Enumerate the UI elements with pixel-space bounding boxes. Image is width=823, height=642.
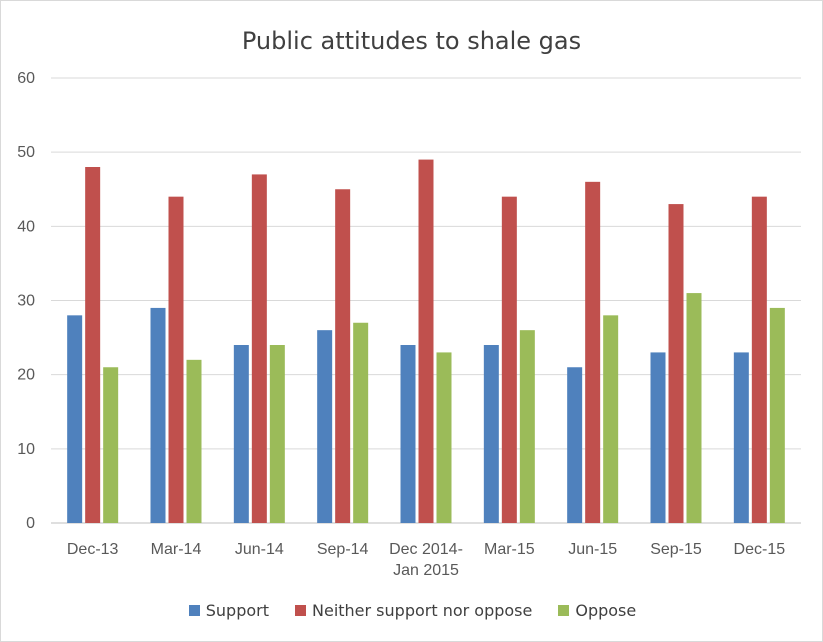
bar-support	[233, 345, 249, 523]
bar-support	[483, 345, 499, 523]
y-tick-label: 10	[17, 441, 35, 458]
x-tick-label: Mar-14	[151, 541, 202, 558]
legend-label: Neither support nor oppose	[312, 601, 533, 620]
legend-swatch	[558, 605, 570, 616]
y-tick-label: 50	[17, 144, 35, 161]
legend-label: Oppose	[575, 601, 637, 620]
x-tick-label: Dec-13	[67, 541, 119, 558]
chart-title: Public attitudes to shale gas	[241, 27, 582, 55]
bar-oppose	[686, 293, 702, 523]
bar-support	[400, 345, 416, 523]
bar-oppose	[186, 359, 202, 523]
legend-item: Neither support nor oppose	[295, 601, 532, 620]
legend-item: Support	[188, 601, 269, 620]
x-tick-label: Dec 2014-Jan 2015	[389, 541, 463, 579]
legend-swatch	[188, 605, 200, 616]
bar-neither-support-nor-oppose	[418, 159, 434, 524]
legend-label: Support	[205, 601, 269, 620]
bar-support	[567, 367, 583, 523]
y-tick-label: 60	[17, 70, 35, 87]
chart-legend: Support Neither support nor oppose Oppose	[1, 601, 823, 620]
bar-neither-support-nor-oppose	[585, 181, 601, 524]
bar-neither-support-nor-oppose	[251, 174, 267, 523]
bar-neither-support-nor-oppose	[85, 167, 101, 523]
bar-oppose	[603, 315, 619, 523]
x-tick-label: Jun-15	[568, 541, 617, 558]
bar-support	[67, 315, 83, 523]
x-tick-label: Mar-15	[484, 541, 535, 558]
y-tick-label: 30	[17, 293, 35, 310]
x-tick-label: Jun-14	[235, 541, 284, 558]
bar-oppose	[269, 345, 285, 523]
bar-oppose	[436, 352, 452, 523]
x-tick-label: Sep-15	[650, 541, 702, 558]
bar-support	[733, 352, 749, 523]
bar-neither-support-nor-oppose	[501, 196, 517, 523]
x-tick-label: Sep-14	[317, 541, 369, 558]
y-tick-label: 40	[17, 218, 35, 235]
y-tick-label: 20	[17, 367, 35, 384]
bar-neither-support-nor-oppose	[335, 189, 351, 523]
bar-support	[150, 307, 166, 523]
bar-oppose	[103, 367, 119, 523]
bar-neither-support-nor-oppose	[751, 196, 767, 523]
bar-oppose	[769, 307, 785, 523]
bar-oppose	[353, 322, 369, 523]
y-tick-label: 0	[26, 515, 35, 532]
bar-neither-support-nor-oppose	[168, 196, 184, 523]
legend-item: Oppose	[558, 601, 636, 620]
bar-support	[317, 330, 333, 523]
bar-oppose	[519, 330, 535, 523]
legend-swatch	[295, 605, 306, 616]
x-tick-label: Dec-15	[734, 541, 786, 558]
bar-neither-support-nor-oppose	[668, 204, 684, 524]
bar-support	[650, 352, 666, 523]
